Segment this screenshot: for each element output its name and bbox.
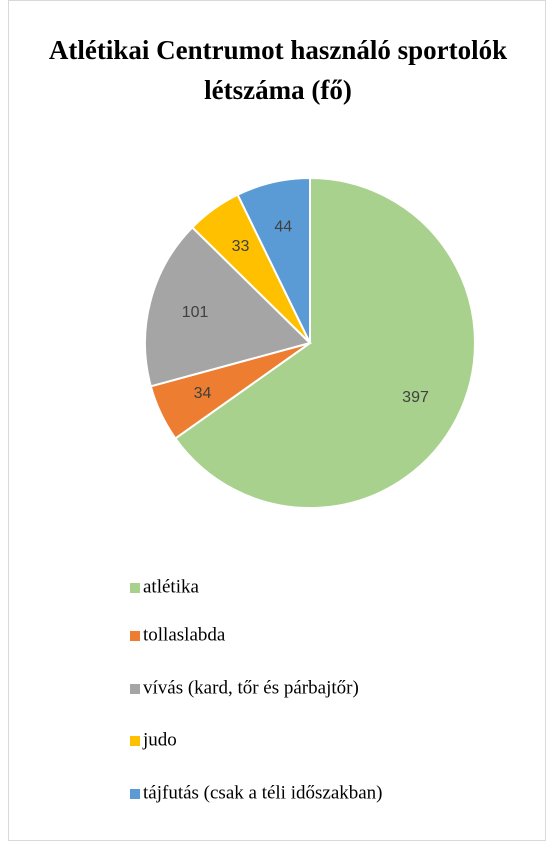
legend-label: tájfutás (csak a téli időszakban) [143, 782, 383, 803]
data-label: 33 [232, 238, 250, 255]
legend-swatch [130, 631, 140, 641]
data-label: 397 [402, 389, 429, 406]
data-label: 44 [274, 218, 292, 235]
pie-slice [236, 176, 311, 344]
data-label: 34 [194, 385, 212, 402]
legend-swatch [130, 583, 140, 593]
pie-slice [144, 225, 312, 388]
pie-slice [173, 176, 476, 509]
legend-swatch [130, 736, 140, 746]
legend-swatch [130, 684, 140, 694]
legend-label: vívás (kard, tőr és párbajtőr) [143, 677, 359, 698]
chart-title: Atlétikai Centrumot használó sportolók l… [48, 35, 508, 105]
legend-label: atlétika [143, 576, 199, 597]
legend-swatch [130, 789, 140, 799]
data-label: 101 [182, 304, 209, 321]
legend-label: tollaslabda [143, 624, 226, 645]
legend-label: judo [142, 729, 177, 750]
